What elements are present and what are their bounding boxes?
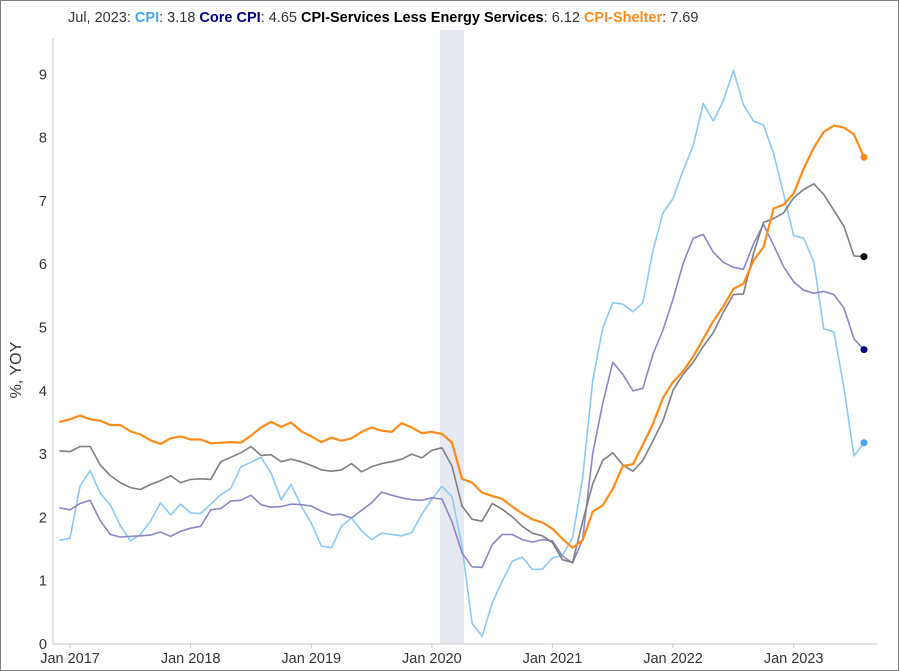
y-tick-label: 9	[39, 67, 47, 83]
series-line-cpi-services-less-energy-services	[59, 183, 865, 564]
y-tick-label: 8	[39, 131, 47, 147]
series-line-core-cpi	[59, 223, 865, 569]
x-tick-label: Jan 2022	[643, 651, 703, 667]
header-date: Jul, 2023	[68, 10, 127, 26]
end-markers	[860, 153, 868, 447]
header-shelter-name: CPI-Shelter	[583, 10, 663, 26]
series-end-point-cpi-services-less-energy-services	[860, 253, 868, 261]
x-tick-label: Jan 2019	[281, 651, 341, 667]
header-services-value: 6.12	[551, 10, 580, 26]
recession-band-layer	[439, 30, 464, 644]
series-end-point-cpi	[860, 439, 868, 447]
axis-layer	[52, 38, 878, 645]
header-shelter-value: 7.69	[670, 10, 699, 26]
y-tick-labels: 0 1 2 3 4 5 6 7 8 9	[39, 67, 47, 653]
y-tick-label: 0	[39, 637, 47, 653]
recession-band	[439, 30, 464, 644]
y-tick-label: 4	[39, 384, 47, 400]
y-tick-label: 3	[39, 447, 47, 463]
x-tick-labels: Jan 2017 Jan 2018 Jan 2019 Jan 2020 Jan 2021…	[40, 644, 823, 667]
series-end-point-core-cpi	[860, 346, 868, 354]
x-tick-label: Jan 2020	[402, 651, 462, 667]
series-end-point-cpi-shelter	[860, 153, 868, 161]
x-tick-label: Jan 2021	[523, 651, 583, 667]
series-layer	[58, 69, 866, 638]
chart-header: Jul, 2023: CPI: 3.18 Core CPI: 4.65 CPI-…	[68, 10, 699, 26]
series-line-cpi-shelter	[58, 124, 866, 549]
y-axis-title: %, YOY	[8, 341, 25, 398]
header-services-name: CPI-Services Less Energy Services	[301, 10, 544, 26]
x-tick-label: Jan 2023	[764, 651, 824, 667]
y-tick-label: 2	[39, 510, 47, 526]
series-line-cpi	[59, 69, 865, 638]
y-tick-label: 6	[39, 257, 47, 273]
y-tick-label: 1	[39, 574, 47, 590]
x-tick-label: Jan 2017	[40, 651, 100, 667]
x-tick-label: Jan 2018	[161, 651, 221, 667]
header-cpi-name: CPI	[134, 10, 160, 26]
y-tick-label: 7	[39, 194, 47, 210]
header-core-cpi-name: Core CPI	[199, 10, 261, 26]
y-tick-label: 5	[39, 321, 47, 337]
header-cpi-value: 3.18	[167, 10, 196, 26]
header-core-cpi-value: 4.65	[268, 10, 297, 26]
